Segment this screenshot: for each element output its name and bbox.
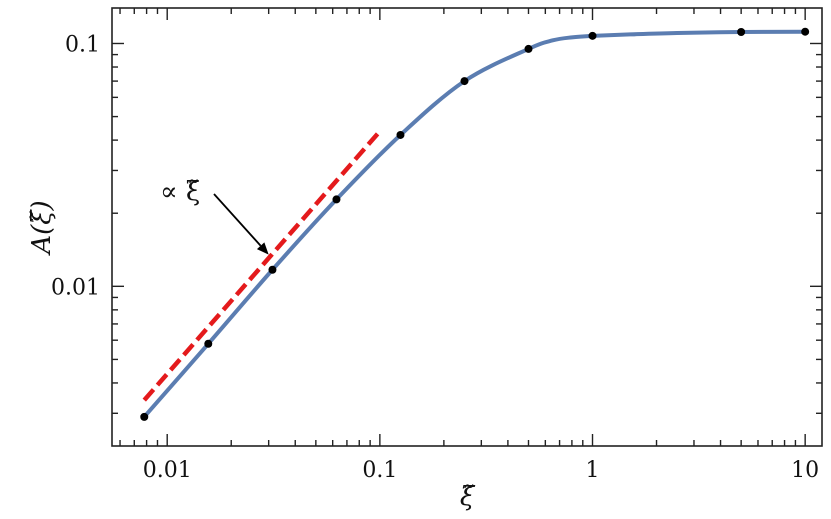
x-axis-label: ξ̃ — [460, 482, 476, 512]
reference-slope-line — [142, 129, 382, 402]
data-point — [396, 130, 405, 139]
axis-ticks — [112, 8, 822, 446]
tick-labels: 0.01 0.1 1 10 0.01 0.1 — [51, 32, 819, 483]
series-layer — [140, 27, 810, 421]
data-point — [140, 412, 149, 421]
series-curve — [142, 29, 808, 419]
x-tick-label: 0.01 — [143, 458, 192, 483]
annotation-arrowhead — [256, 242, 269, 255]
annotation-layer: ∝ ξ̃ — [160, 177, 269, 255]
data-point — [801, 27, 810, 36]
data-point — [268, 265, 277, 274]
annotation-arrow — [213, 193, 262, 247]
annotation-label: ∝ ξ̃ — [160, 177, 200, 207]
data-point — [332, 195, 341, 204]
data-point — [588, 31, 597, 40]
data-point — [460, 77, 469, 86]
y-tick-label: 0.1 — [65, 32, 100, 57]
x-tick-label: 10 — [791, 458, 819, 483]
plot-frame — [111, 7, 823, 447]
x-tick-label: 1 — [586, 458, 600, 483]
x-tick-label: 0.1 — [362, 458, 397, 483]
y-axis-label: A(ξ̃) — [27, 200, 57, 255]
data-point — [204, 339, 213, 348]
data-point — [524, 44, 533, 53]
data-point — [737, 28, 746, 37]
y-tick-label: 0.01 — [51, 275, 100, 300]
